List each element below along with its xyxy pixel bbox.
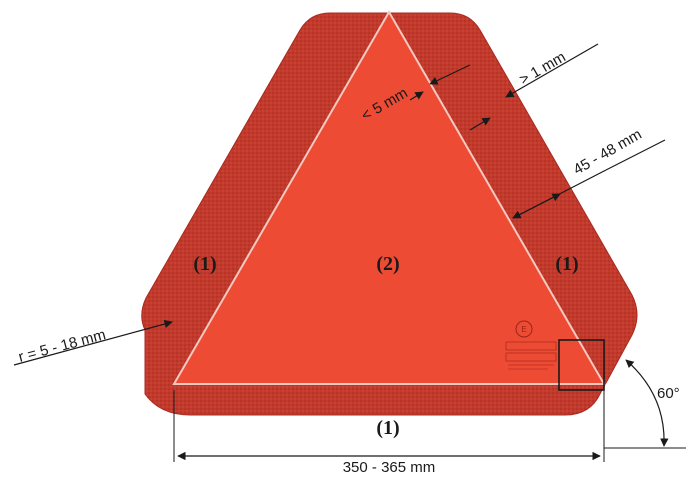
dim-corner-radius-label: r = 5 - 18 mm	[17, 326, 108, 366]
dim-angle: 60°	[603, 359, 686, 449]
dim-border-width-label: 45 - 48 mm	[571, 126, 645, 179]
approval-stamp-mark: E	[505, 320, 557, 370]
svg-text:E: E	[521, 325, 526, 334]
dim-border-gap-label: > 1 mm	[517, 49, 569, 89]
region-label-right: (1)	[555, 253, 578, 275]
corner-detail-box	[558, 339, 605, 391]
dim-base-width-label: 350 - 365 mm	[343, 459, 436, 476]
dim-angle-label: 60°	[657, 385, 680, 402]
region-label-inner: (2)	[376, 253, 399, 275]
region-label-bottom: (1)	[376, 417, 399, 439]
dim-base-width: 350 - 365 mm	[173, 390, 605, 476]
region-label-left: (1)	[193, 253, 216, 275]
